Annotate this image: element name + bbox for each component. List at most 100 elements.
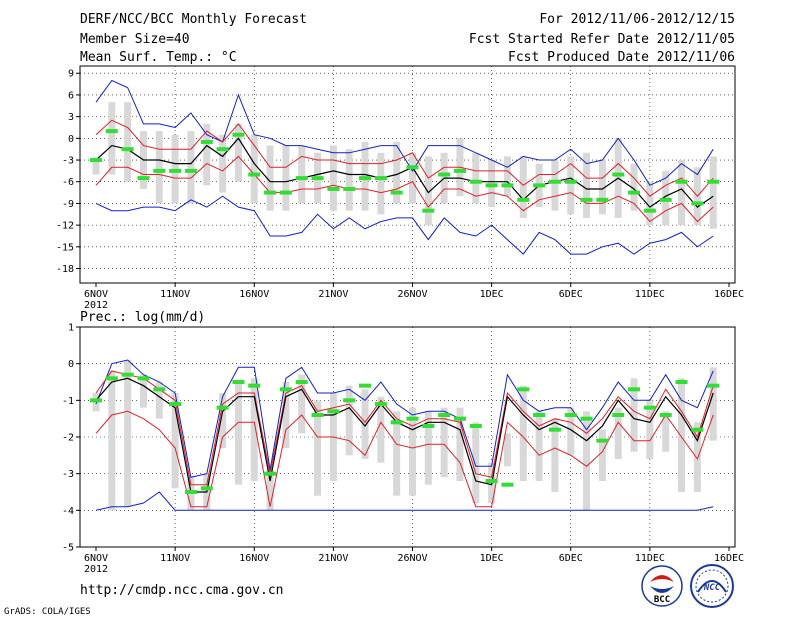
temp-climatology-marker bbox=[596, 197, 609, 202]
prec-climatology-marker bbox=[232, 380, 245, 384]
prec-range-bar bbox=[598, 429, 606, 481]
temp-range-bar bbox=[567, 156, 575, 215]
prec-climatology-marker bbox=[501, 482, 514, 487]
temp-climatology-marker bbox=[548, 179, 561, 184]
forecast-period-label: For 2012/11/06-2012/12/15 bbox=[539, 12, 735, 27]
temp-range-bar bbox=[282, 145, 290, 211]
prec-range-bar bbox=[503, 433, 511, 467]
prec-range-bar bbox=[108, 371, 116, 511]
prec-climatology-marker bbox=[359, 383, 372, 388]
temp-climatology-marker bbox=[295, 176, 308, 181]
temp-y-tick-label: 6 bbox=[68, 90, 74, 101]
temp-range-bar bbox=[219, 134, 227, 193]
prec-climatology-marker bbox=[691, 427, 704, 432]
temp-y-tick-label: 0 bbox=[68, 134, 74, 145]
temp-climatology-marker bbox=[659, 197, 672, 202]
temp-climatology-marker bbox=[438, 172, 451, 177]
temp-y-tick-label: -12 bbox=[56, 221, 74, 232]
prec-climatology-marker bbox=[485, 479, 498, 483]
temp-climatology-marker bbox=[327, 186, 340, 191]
grads-credit: GrADS: COLA/IGES bbox=[4, 607, 91, 617]
prec-climatology-marker bbox=[548, 427, 561, 432]
prec-x-tick-label: 6DEC bbox=[559, 553, 583, 564]
prec-range-bar bbox=[345, 385, 353, 456]
prec-range-bar bbox=[393, 411, 401, 496]
temp-range-bar bbox=[187, 131, 195, 204]
temp-climatology-marker bbox=[105, 129, 118, 134]
temp-y-tick-label: -18 bbox=[56, 264, 74, 275]
prec-climatology-marker bbox=[580, 416, 593, 421]
temp-range-bar bbox=[155, 131, 163, 204]
prec-climatology-marker bbox=[169, 402, 182, 406]
temp-climatology-marker bbox=[279, 190, 292, 195]
temp-climatology-marker bbox=[675, 179, 688, 184]
temp-range-bar bbox=[393, 141, 401, 204]
temp-climatology-marker bbox=[311, 176, 324, 181]
prec-range-bar bbox=[567, 407, 575, 456]
temp-range-bar bbox=[583, 152, 591, 218]
temp-range-bar bbox=[108, 102, 116, 175]
prec-climatology-marker bbox=[612, 413, 625, 417]
temp-range-bar bbox=[250, 134, 258, 204]
prec-x-tick-label: 11NOV bbox=[160, 553, 190, 564]
temp-y-tick-label: 3 bbox=[68, 112, 74, 123]
temp-range-bar bbox=[409, 152, 416, 204]
variable-label: Mean Surf. Temp.: °C bbox=[80, 50, 237, 65]
temp-range-bar bbox=[203, 123, 211, 186]
temp-range-bar bbox=[234, 123, 242, 182]
temp-climatology-marker bbox=[453, 168, 466, 173]
prec-range-bar bbox=[424, 411, 432, 485]
prec-climatology-marker bbox=[295, 380, 308, 384]
prec-y-tick-label: -1 bbox=[62, 396, 74, 407]
temp-x-tick-label: 16DEC bbox=[714, 289, 744, 300]
temp-climatology-marker bbox=[533, 183, 546, 188]
prec-range-bar bbox=[456, 407, 464, 481]
prec-year-label: 2012 bbox=[84, 564, 108, 575]
source-url[interactable]: http://cmdp.ncc.cma.gov.cn bbox=[80, 583, 284, 598]
temp-climatology-marker bbox=[691, 201, 704, 206]
prec-range-bar bbox=[709, 367, 717, 441]
temp-x-tick-label: 1DEC bbox=[480, 289, 504, 300]
temp-range-bar bbox=[345, 149, 353, 211]
prec-range-bar bbox=[630, 378, 638, 452]
temp-x-tick-label: 6DEC bbox=[559, 289, 583, 300]
prec-x-tick-label: 1DEC bbox=[480, 553, 504, 564]
prec-climatology-marker bbox=[343, 398, 356, 403]
prec-range-bar bbox=[551, 418, 559, 492]
temp-range-bar bbox=[377, 152, 385, 215]
prec-y-tick-label: -4 bbox=[62, 506, 74, 517]
temp-range-bar bbox=[329, 145, 337, 211]
prec-climatology-marker bbox=[264, 471, 277, 476]
temp-climatology-marker bbox=[406, 165, 419, 170]
prec-climatology-marker bbox=[90, 398, 102, 403]
temp-year-label: 2012 bbox=[84, 300, 108, 311]
temp-x-tick-label: 11DEC bbox=[635, 289, 665, 300]
temp-climatology-marker bbox=[153, 168, 166, 173]
prec-range-bar bbox=[646, 400, 654, 459]
temp-climatology-marker bbox=[200, 139, 213, 144]
temp-x-tick-label: 6NOV bbox=[84, 289, 108, 300]
temp-x-tick-label: 26NOV bbox=[397, 289, 427, 300]
prec-range-bar bbox=[678, 378, 686, 492]
temp-range-bar bbox=[646, 181, 654, 226]
prec-range-bar bbox=[472, 422, 480, 503]
prec-range-bar bbox=[282, 382, 290, 448]
temp-climatology-marker bbox=[216, 147, 229, 152]
prec-range-bar bbox=[234, 382, 242, 485]
temp-climatology-marker bbox=[564, 179, 577, 184]
prec-x-tick-label: 16NOV bbox=[239, 553, 269, 564]
prec-range-bar bbox=[171, 393, 179, 489]
prec-upper-spread-line bbox=[95, 370, 714, 486]
prec-x-tick-label: 11DEC bbox=[635, 553, 665, 564]
temp-climatology-marker bbox=[485, 183, 498, 188]
prec-range-bar bbox=[662, 411, 670, 452]
temp-range-bar bbox=[503, 156, 511, 197]
prec-climatology-marker bbox=[438, 413, 451, 417]
prec-climatology-marker bbox=[248, 383, 261, 388]
temp-x-tick-label: 21NOV bbox=[318, 289, 348, 300]
temp-climatology-marker bbox=[248, 172, 261, 177]
prec-climatology-marker bbox=[422, 424, 435, 428]
temp-lower-spread-line bbox=[95, 155, 714, 223]
temp-climatology-marker bbox=[169, 168, 182, 173]
